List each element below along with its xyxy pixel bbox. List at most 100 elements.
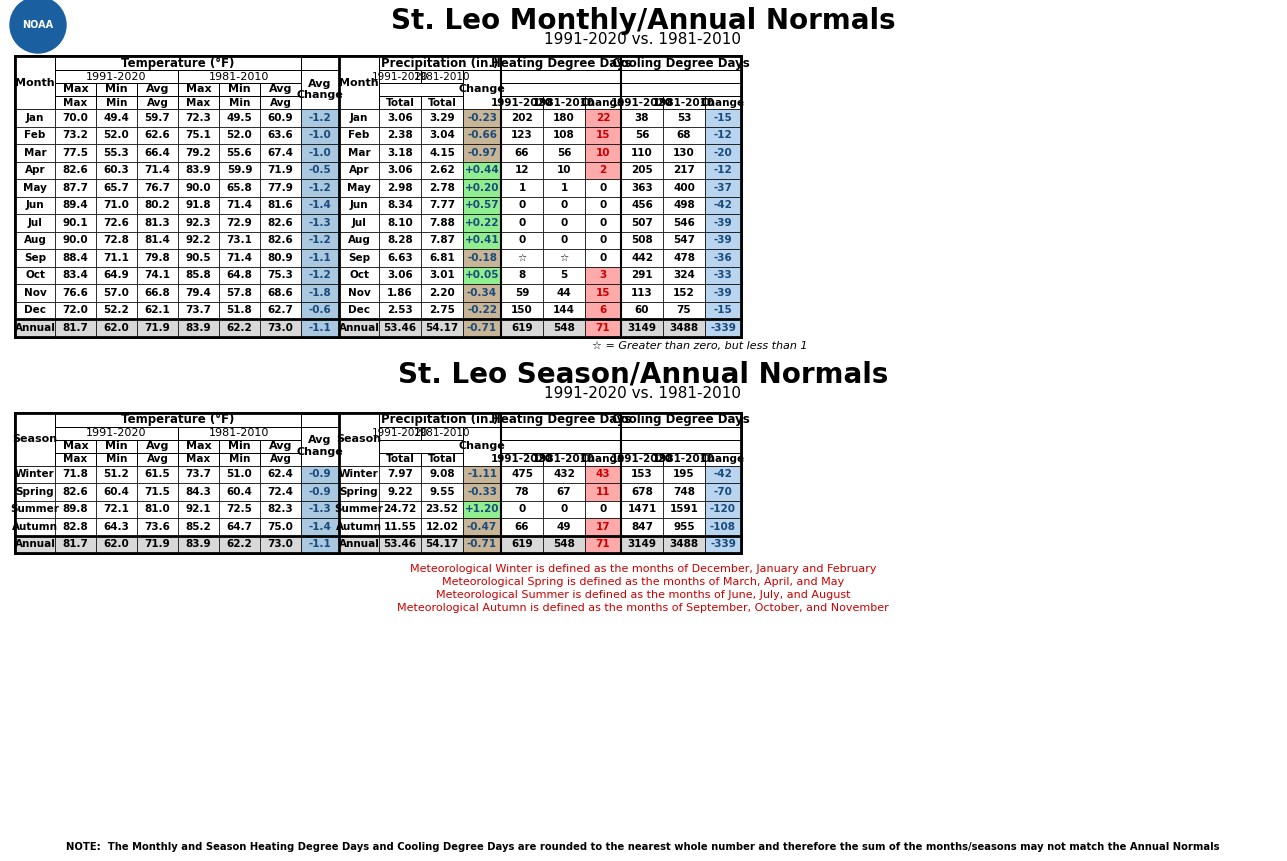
Text: 547: 547: [673, 235, 695, 245]
Bar: [543, 162, 586, 179]
Text: 78: 78: [515, 486, 529, 497]
Bar: [663, 453, 705, 466]
Bar: [260, 179, 301, 196]
Bar: [421, 70, 463, 83]
Text: 1591: 1591: [669, 505, 699, 514]
Text: Meteorological Summer is defined as the months of June, July, and August: Meteorological Summer is defined as the …: [436, 590, 851, 600]
Text: 64.8: 64.8: [227, 270, 252, 280]
Text: 53.46: 53.46: [384, 323, 417, 332]
Bar: [705, 518, 741, 536]
Bar: [586, 127, 622, 144]
Bar: [338, 284, 378, 301]
Bar: [136, 179, 178, 196]
Text: -0.9: -0.9: [309, 486, 331, 497]
Text: 205: 205: [631, 165, 653, 176]
Bar: [15, 162, 55, 179]
Bar: [178, 284, 219, 301]
Text: 76.6: 76.6: [63, 288, 89, 298]
Bar: [663, 179, 705, 196]
Bar: [378, 518, 421, 536]
Text: 64.3: 64.3: [103, 522, 130, 532]
Bar: [219, 518, 260, 536]
Text: 71.4: 71.4: [227, 201, 252, 210]
Text: May: May: [23, 183, 46, 193]
Text: 1991-2020: 1991-2020: [492, 454, 553, 464]
Text: Winter: Winter: [15, 469, 55, 480]
Text: 71.9: 71.9: [268, 165, 293, 176]
Text: 62.2: 62.2: [227, 539, 252, 549]
Text: 72.9: 72.9: [227, 218, 252, 228]
Bar: [463, 301, 501, 319]
Bar: [178, 536, 219, 553]
Text: 400: 400: [673, 183, 695, 193]
Bar: [705, 301, 741, 319]
Bar: [136, 500, 178, 518]
Text: 9.55: 9.55: [429, 486, 454, 497]
Bar: [705, 127, 741, 144]
Bar: [15, 518, 55, 536]
Bar: [663, 214, 705, 232]
Bar: [15, 56, 741, 337]
Bar: [97, 214, 136, 232]
Text: Summer: Summer: [335, 505, 384, 514]
Bar: [501, 179, 543, 196]
Text: -0.47: -0.47: [467, 522, 497, 532]
Bar: [136, 319, 178, 337]
Text: 15: 15: [596, 130, 610, 140]
Bar: [586, 249, 622, 267]
Text: 55.6: 55.6: [227, 148, 252, 158]
Bar: [463, 466, 501, 483]
Bar: [705, 267, 741, 284]
Text: Sep: Sep: [24, 253, 46, 263]
Text: Spring: Spring: [15, 486, 54, 497]
Text: -39: -39: [714, 235, 732, 245]
Bar: [421, 214, 463, 232]
Text: 8.34: 8.34: [387, 201, 413, 210]
Text: -1.0: -1.0: [309, 130, 331, 140]
Bar: [97, 466, 136, 483]
Text: Feb: Feb: [24, 130, 45, 140]
Text: Apr: Apr: [349, 165, 369, 176]
Bar: [463, 109, 501, 127]
Bar: [219, 319, 260, 337]
Bar: [301, 267, 338, 284]
Text: Dec: Dec: [24, 306, 46, 315]
Text: Oct: Oct: [24, 270, 45, 280]
Bar: [301, 179, 338, 196]
Bar: [178, 162, 219, 179]
Text: +0.41: +0.41: [465, 235, 499, 245]
Text: 3: 3: [600, 270, 606, 280]
Bar: [622, 196, 663, 214]
Text: Nov: Nov: [347, 288, 371, 298]
Bar: [260, 319, 301, 337]
Bar: [622, 56, 741, 70]
Bar: [97, 319, 136, 337]
Bar: [501, 412, 622, 426]
Text: -39: -39: [714, 288, 732, 298]
Bar: [421, 249, 463, 267]
Bar: [301, 536, 338, 553]
Bar: [301, 249, 338, 267]
Bar: [338, 249, 378, 267]
Text: NOTE:  The Monthly and Season Heating Degree Days and Cooling Degree Days are ro: NOTE: The Monthly and Season Heating Deg…: [66, 842, 1220, 852]
Bar: [338, 267, 378, 284]
Bar: [586, 144, 622, 162]
Bar: [501, 232, 543, 249]
Bar: [543, 466, 586, 483]
Text: Min: Min: [106, 454, 127, 464]
Text: Mar: Mar: [347, 148, 371, 158]
Bar: [260, 249, 301, 267]
Text: 8.10: 8.10: [387, 218, 413, 228]
Text: 2.98: 2.98: [387, 183, 413, 193]
Text: Annual: Annual: [14, 539, 55, 549]
Bar: [378, 536, 421, 553]
Text: 71: 71: [596, 539, 610, 549]
Bar: [586, 301, 622, 319]
Bar: [301, 249, 338, 267]
Text: Aug: Aug: [23, 235, 46, 245]
Bar: [501, 319, 543, 337]
Bar: [543, 319, 586, 337]
Bar: [663, 249, 705, 267]
Text: 55.3: 55.3: [104, 148, 130, 158]
Bar: [421, 518, 463, 536]
